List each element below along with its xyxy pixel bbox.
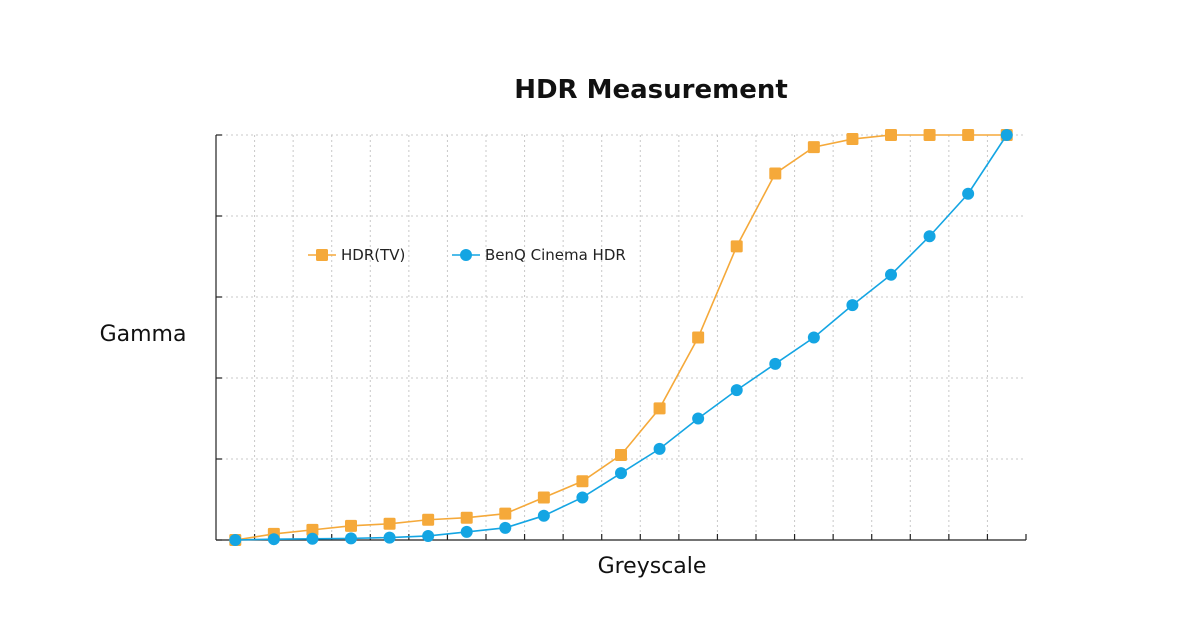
data-point — [807, 331, 820, 344]
data-point — [460, 525, 473, 538]
data-point — [923, 230, 936, 243]
data-point — [692, 412, 705, 425]
data-point — [537, 491, 550, 504]
data-point — [807, 141, 820, 154]
data-point — [306, 523, 319, 536]
data-point — [846, 299, 859, 312]
data-point — [692, 331, 705, 344]
data-point — [615, 448, 627, 461]
data-point — [537, 509, 550, 522]
data-point — [615, 467, 627, 480]
data-point — [576, 491, 589, 504]
data-point — [229, 534, 242, 546]
data-point — [267, 533, 280, 546]
series-1 — [229, 129, 1013, 546]
data-point — [769, 167, 782, 180]
data-point — [460, 511, 473, 524]
data-point — [499, 521, 512, 534]
data-point — [422, 529, 435, 542]
data-point — [885, 268, 897, 281]
legend-item: BenQ Cinema HDR — [452, 246, 626, 264]
series-line — [235, 134, 1007, 541]
legend: HDR(TV) BenQ Cinema HDR — [308, 246, 626, 264]
data-point — [499, 507, 512, 520]
grid — [216, 134, 1026, 540]
data-point — [769, 357, 782, 370]
legend-marker — [316, 249, 328, 261]
series-line — [235, 134, 1008, 541]
data-point — [345, 519, 357, 532]
series-group — [229, 129, 1013, 546]
data-point — [730, 384, 743, 397]
data-point — [306, 532, 319, 545]
data-point — [345, 532, 357, 545]
data-point — [576, 475, 589, 488]
data-point — [383, 531, 396, 544]
data-point — [962, 129, 975, 141]
legend-label: HDR(TV) — [341, 246, 405, 264]
y-axis-label: Gamma — [100, 322, 187, 347]
data-point — [730, 240, 743, 253]
data-point — [653, 402, 666, 415]
data-point — [962, 187, 975, 200]
x-axis-label: Greyscale — [598, 554, 707, 579]
data-point — [885, 129, 897, 141]
legend-item: HDR(TV) — [308, 246, 405, 264]
axes — [215, 134, 1027, 541]
legend-marker — [460, 249, 472, 261]
legend-label: BenQ Cinema HDR — [485, 246, 626, 264]
data-point — [383, 517, 396, 530]
data-point — [1000, 129, 1013, 141]
chart-title: HDR Measurement — [514, 75, 788, 105]
data-point — [653, 442, 666, 455]
data-point — [422, 513, 435, 526]
data-point — [923, 129, 936, 141]
data-point — [846, 133, 859, 146]
series-2 — [229, 129, 1013, 546]
